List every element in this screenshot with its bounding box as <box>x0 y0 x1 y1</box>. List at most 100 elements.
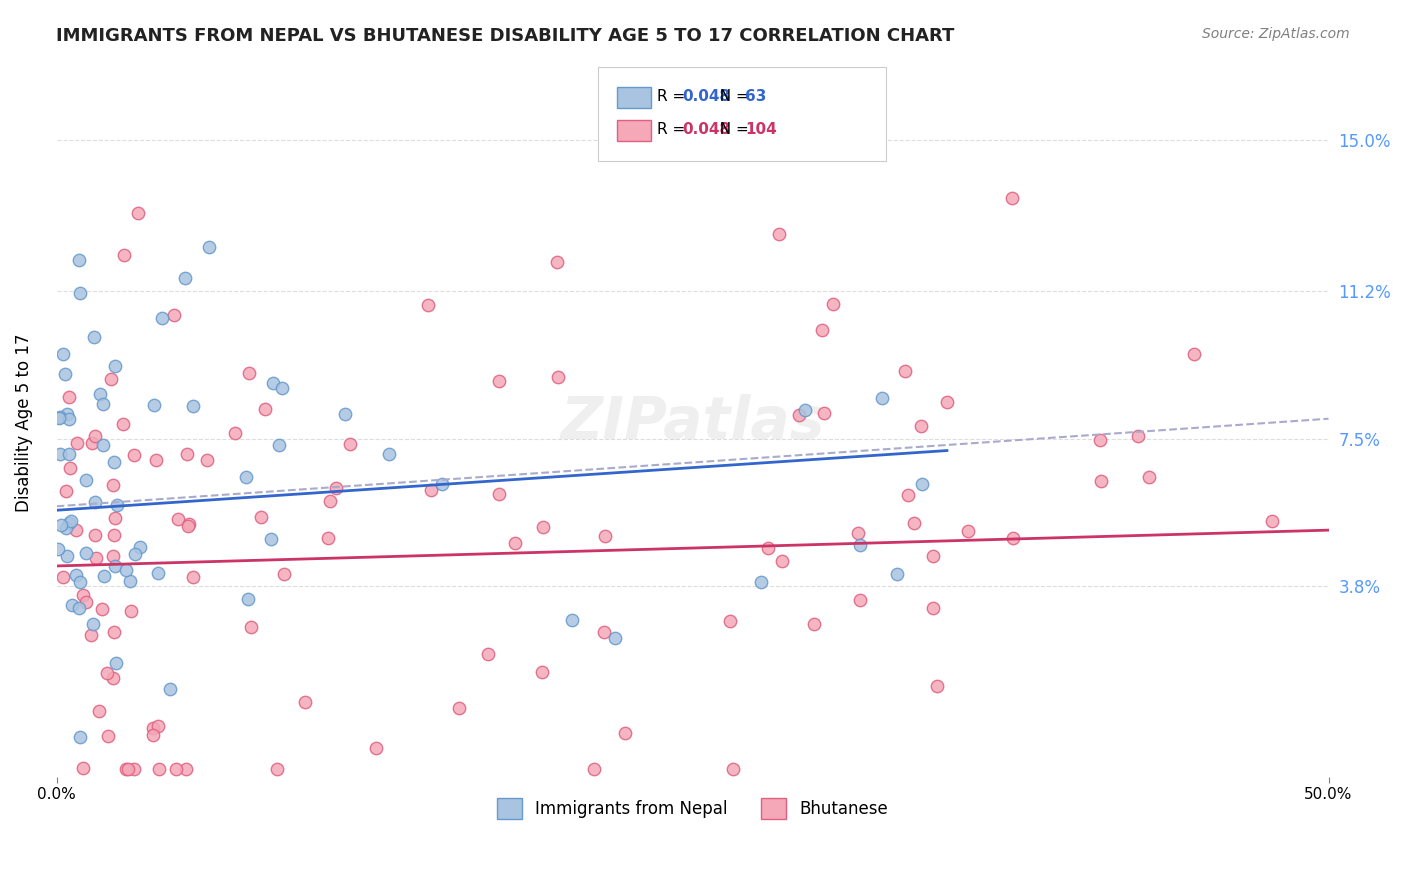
Text: R =: R = <box>657 89 690 103</box>
Point <box>148 762 170 776</box>
Point <box>48 410 70 425</box>
Point <box>103 625 125 640</box>
Point <box>105 656 128 670</box>
Point <box>430 476 453 491</box>
Text: N =: N = <box>710 122 754 136</box>
Point <box>1090 434 1112 448</box>
Point <box>240 619 263 633</box>
Point <box>488 487 510 501</box>
Point <box>1002 531 1025 545</box>
Point <box>593 624 616 639</box>
Point <box>294 695 316 709</box>
Point <box>181 570 204 584</box>
Point <box>55 484 77 499</box>
Point <box>183 399 205 413</box>
Text: R =: R = <box>657 122 690 136</box>
Point <box>145 452 167 467</box>
Text: ZIPatlas: ZIPatlas <box>561 394 825 451</box>
Point <box>69 574 91 589</box>
Point <box>49 518 72 533</box>
Point <box>58 447 80 461</box>
Point <box>122 449 145 463</box>
Point <box>1261 514 1284 528</box>
Point <box>159 681 181 696</box>
Point <box>420 483 443 497</box>
Point <box>75 473 97 487</box>
Point <box>66 436 89 450</box>
Point <box>142 721 165 735</box>
Point <box>56 407 79 421</box>
Point <box>100 372 122 386</box>
Point <box>921 549 943 564</box>
Point <box>749 574 772 589</box>
Point <box>115 762 138 776</box>
Point <box>52 347 75 361</box>
Point <box>1001 191 1024 205</box>
Text: N =: N = <box>710 89 754 103</box>
Point <box>547 369 569 384</box>
Point <box>101 478 124 492</box>
Point <box>150 311 173 326</box>
Point <box>718 614 741 628</box>
Point <box>238 366 260 380</box>
Point <box>143 398 166 412</box>
Point <box>811 323 834 337</box>
Point <box>84 494 107 508</box>
Point <box>83 528 105 542</box>
Point <box>236 591 259 606</box>
Point <box>531 520 554 534</box>
Point <box>316 531 339 545</box>
Text: 0.048: 0.048 <box>682 122 730 136</box>
Point <box>503 536 526 550</box>
Point <box>69 286 91 301</box>
Point <box>52 569 75 583</box>
Point <box>176 447 198 461</box>
Point <box>273 566 295 581</box>
Point <box>101 549 124 563</box>
Point <box>803 617 825 632</box>
Point <box>103 455 125 469</box>
Point <box>271 381 294 395</box>
Point <box>921 600 943 615</box>
Point <box>849 538 872 552</box>
Point <box>65 524 87 538</box>
Point <box>129 540 152 554</box>
Point <box>936 395 959 409</box>
Point <box>104 558 127 573</box>
Text: Source: ZipAtlas.com: Source: ZipAtlas.com <box>1202 27 1350 41</box>
Point <box>65 568 87 582</box>
Point <box>846 526 869 541</box>
Point <box>96 666 118 681</box>
Point <box>53 367 76 381</box>
Point <box>122 762 145 776</box>
Point <box>75 595 97 609</box>
Point <box>91 602 114 616</box>
Point <box>60 599 83 613</box>
Point <box>59 514 82 528</box>
Point <box>1182 346 1205 360</box>
Point <box>1090 474 1112 488</box>
Point <box>91 438 114 452</box>
Point <box>84 551 107 566</box>
Point <box>957 524 980 538</box>
Point <box>269 437 291 451</box>
Point <box>614 725 637 739</box>
Point <box>198 240 221 254</box>
Point <box>910 419 932 434</box>
Point <box>721 762 744 776</box>
Point <box>262 376 284 390</box>
Point <box>97 729 120 743</box>
Point <box>224 425 246 440</box>
Point <box>582 762 605 776</box>
Text: IMMIGRANTS FROM NEPAL VS BHUTANESE DISABILITY AGE 5 TO 17 CORRELATION CHART: IMMIGRANTS FROM NEPAL VS BHUTANESE DISAB… <box>56 27 955 45</box>
Point <box>48 409 70 424</box>
Point <box>59 460 82 475</box>
Point <box>58 412 80 426</box>
Point <box>146 719 169 733</box>
Point <box>84 429 107 443</box>
Point <box>770 554 793 568</box>
Point <box>167 512 190 526</box>
Point <box>447 701 470 715</box>
Point <box>416 298 439 312</box>
Point <box>146 566 169 581</box>
